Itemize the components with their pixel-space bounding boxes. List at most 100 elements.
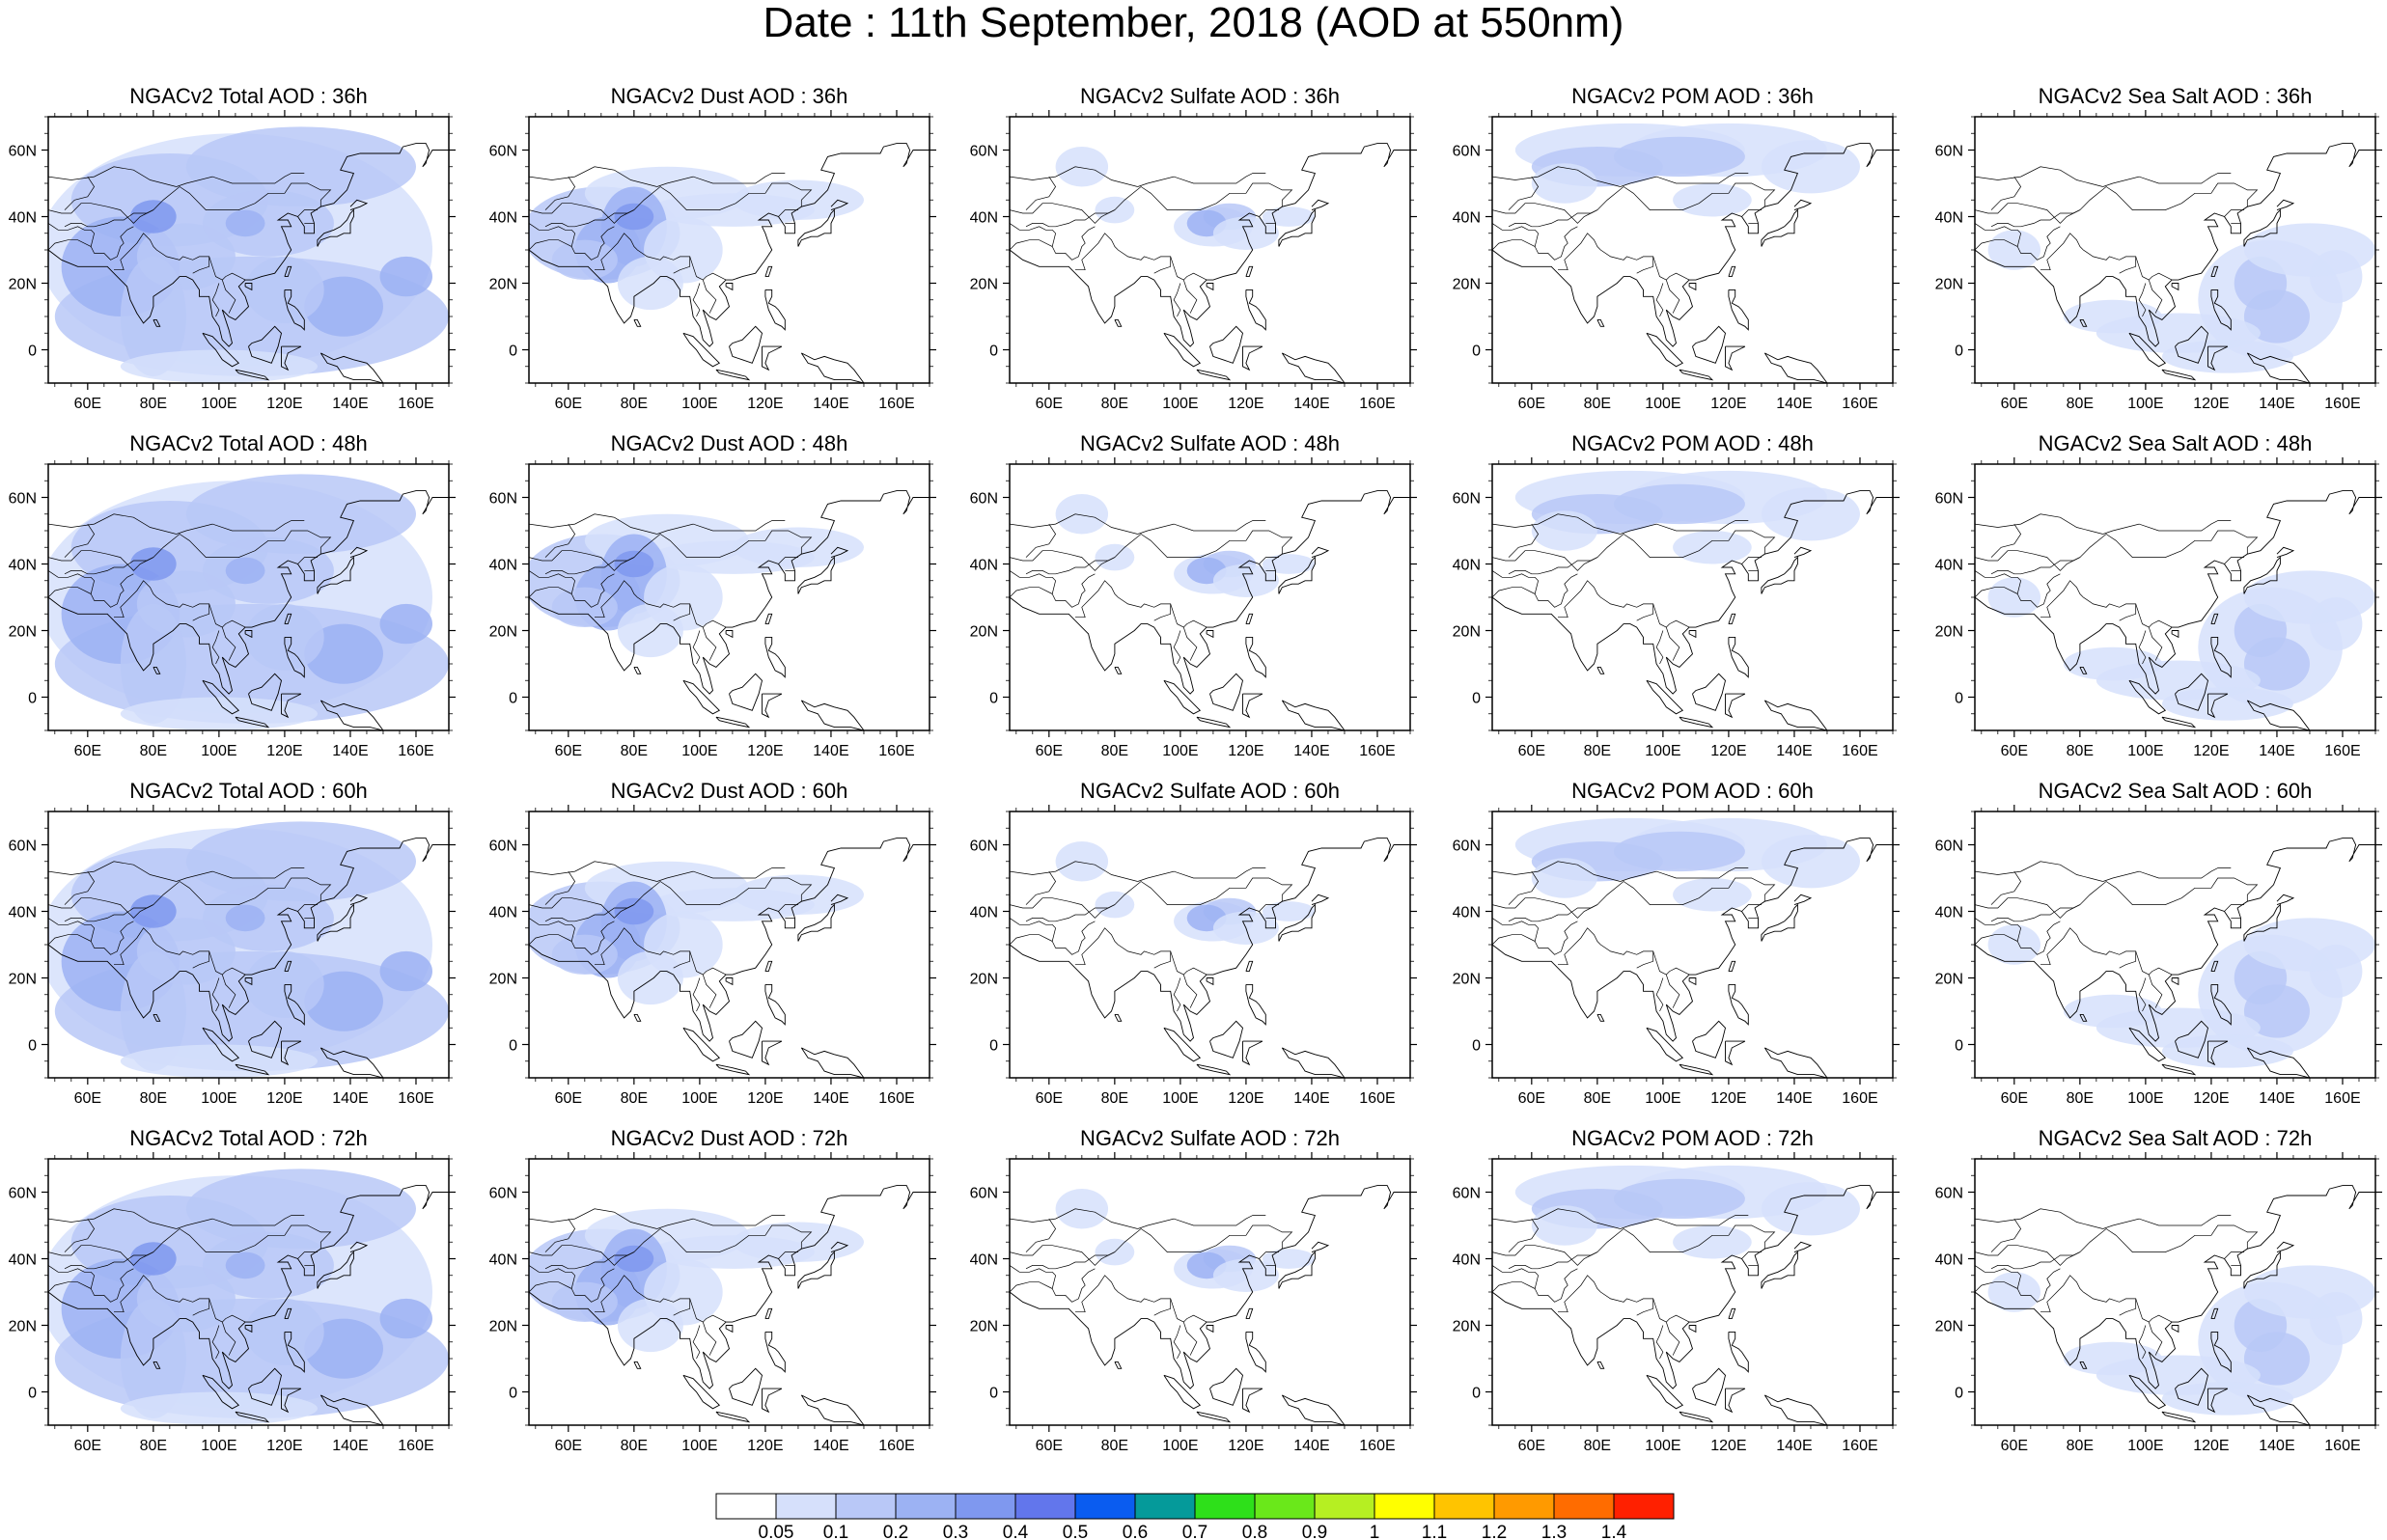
coastline [319, 352, 384, 383]
country-border [595, 1275, 691, 1316]
map-plot: 60E 80E 100E 120E 140E 160E 60N 40N 20N 0 [489, 805, 936, 1107]
coastline [202, 1374, 240, 1410]
aod-field-patch [379, 256, 432, 297]
map-plot: 60E 80E 100E 120E 140E 160E 60N 40N 20N 0 [970, 457, 1417, 759]
country-border [2040, 927, 2137, 969]
lon-tick-label: 100E [681, 396, 717, 412]
country-border [529, 570, 572, 578]
country-border [1182, 1321, 1198, 1356]
country-border [114, 580, 210, 621]
country-border [1975, 513, 2103, 535]
aod-field-patch [2063, 1341, 2162, 1376]
lon-tick-label: 140E [1293, 396, 1329, 412]
map-panel-total: NGACv2 Total AOD : 36h 60E 80E 100E 120E 140E… [0, 85, 483, 432]
country-border [1741, 209, 1762, 217]
coastline [2246, 352, 2311, 383]
coastline [830, 546, 849, 559]
coastline [1596, 666, 1605, 674]
lon-tick-label: 80E [2067, 1090, 2094, 1107]
coastline [244, 977, 253, 986]
country-border [529, 1281, 572, 1293]
country-border [595, 927, 691, 969]
aod-field-patch [120, 603, 186, 725]
lat-tick-label: 0 [989, 691, 998, 707]
coastline [244, 283, 253, 291]
coastline [202, 332, 240, 368]
lat-tick-label: 20N [1935, 277, 1963, 293]
country-border [692, 977, 701, 1012]
lon-tick-label: 160E [1842, 1090, 1877, 1107]
lat-tick-label: 60N [9, 1186, 37, 1202]
country-border [2135, 256, 2173, 281]
aod-field-patch [1613, 136, 1745, 178]
coastline [1763, 700, 1828, 730]
country-border [529, 223, 572, 231]
lon-tick-label: 120E [266, 1090, 302, 1107]
coastline [2079, 1013, 2088, 1022]
colorbar-label: 1.1 [1422, 1523, 1447, 1540]
lon-tick-label: 160E [1359, 743, 1395, 759]
coastline [2210, 636, 2232, 678]
country-border [221, 279, 236, 314]
country-border [1558, 1275, 1654, 1316]
country-border [48, 1208, 177, 1229]
lat-tick-label: 40N [1935, 558, 1963, 574]
country-border [48, 1265, 92, 1273]
coastline [1725, 693, 1746, 719]
aod-field-patch [1673, 183, 1752, 217]
lon-tick-label: 140E [332, 1090, 368, 1107]
country-border [544, 904, 635, 922]
coastline [1114, 1013, 1123, 1022]
coastline [1692, 325, 1726, 364]
country-border [1075, 1275, 1172, 1316]
country-border [64, 523, 96, 558]
coastline [284, 265, 292, 278]
lat-tick-label: 60N [9, 839, 37, 855]
panel-title: NGACv2 Sea Salt AOD : 36h [2038, 84, 2313, 108]
coastline [1688, 630, 1697, 639]
lat-tick-label: 60N [1935, 144, 1963, 160]
country-border [595, 580, 691, 621]
country-border [1025, 523, 1057, 558]
panel-title: NGACv2 POM AOD : 36h [1571, 84, 1814, 108]
lon-tick-label: 140E [2259, 1438, 2294, 1454]
country-border [48, 1281, 92, 1293]
lon-tick-label: 60E [555, 743, 582, 759]
coastline [682, 1374, 721, 1410]
coastline [682, 679, 721, 715]
country-border [529, 1224, 813, 1266]
lat-tick-label: 20N [1935, 624, 1963, 641]
aod-field-patch [1055, 1189, 1109, 1229]
coastline [797, 556, 835, 594]
coastline [633, 1013, 642, 1022]
colorbar-label: 0.9 [1302, 1523, 1327, 1540]
coastline [1725, 345, 1746, 371]
country-border [1975, 1265, 2018, 1273]
panel-title: NGACv2 Sulfate AOD : 60h [1079, 779, 1341, 803]
coastline [1728, 983, 1749, 1026]
lat-tick-label: 20N [1935, 972, 1963, 988]
lon-tick-label: 80E [140, 743, 167, 759]
lat-tick-label: 40N [9, 558, 37, 574]
coastline [2276, 1241, 2295, 1253]
coastline [349, 1241, 369, 1253]
lat-tick-label: 60N [1935, 1186, 1963, 1202]
lat-tick-label: 60N [1453, 144, 1481, 160]
coastline [1114, 1361, 1123, 1369]
coastline [317, 556, 354, 594]
aod-field-patch [120, 349, 318, 383]
lon-tick-label: 100E [1645, 1438, 1680, 1454]
lat-tick-label: 20N [970, 624, 998, 641]
country-border [2040, 580, 2137, 621]
aod-field-patch [2161, 1034, 2293, 1068]
lon-tick-label: 80E [621, 1438, 648, 1454]
lat-tick-label: 0 [1472, 1038, 1481, 1055]
aod-field-patch [1761, 835, 1860, 889]
lat-tick-label: 40N [9, 210, 37, 227]
country-border [64, 176, 96, 210]
country-border [1010, 223, 1053, 231]
coastline [1679, 1411, 1714, 1423]
colorbar-swatch [1314, 1493, 1375, 1520]
aod-field-patch [1531, 1205, 1597, 1246]
